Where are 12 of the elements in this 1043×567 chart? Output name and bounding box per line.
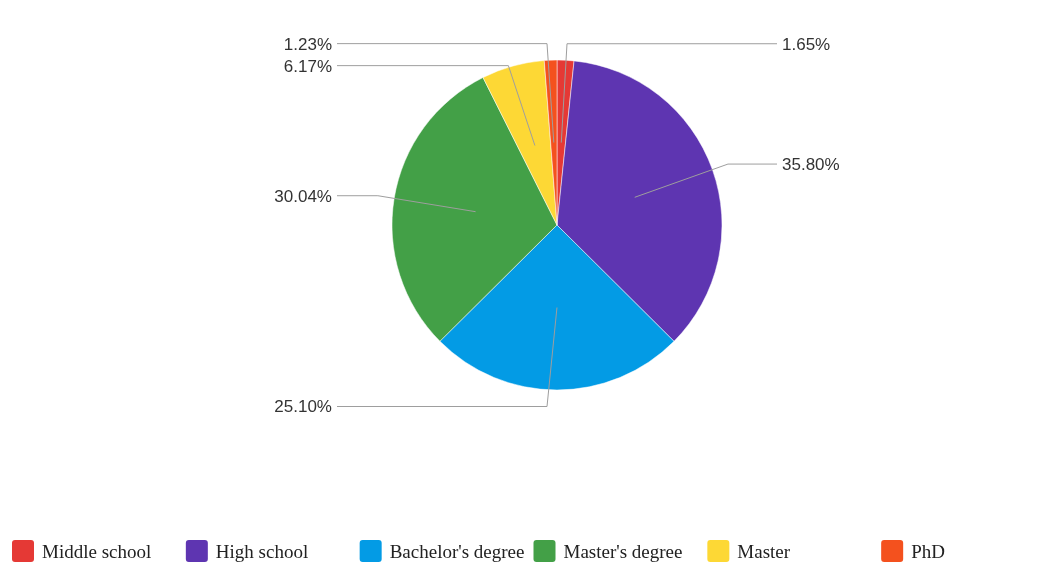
legend-label: Master [737, 540, 791, 562]
legend-label: Middle school [42, 540, 152, 562]
data-label: 6.17% [283, 56, 332, 76]
data-label: 35.80% [782, 155, 840, 175]
data-label: 1.65% [782, 34, 831, 54]
legend-label: Master's degree [563, 540, 683, 562]
legend-label: Bachelor's degree [389, 540, 525, 562]
data-label: 25.10% [274, 397, 332, 417]
legend-label: PhD [911, 540, 945, 562]
data-label: 30.04% [274, 186, 332, 206]
data-label: 1.23% [283, 34, 332, 54]
legend-label: High school [215, 540, 309, 562]
